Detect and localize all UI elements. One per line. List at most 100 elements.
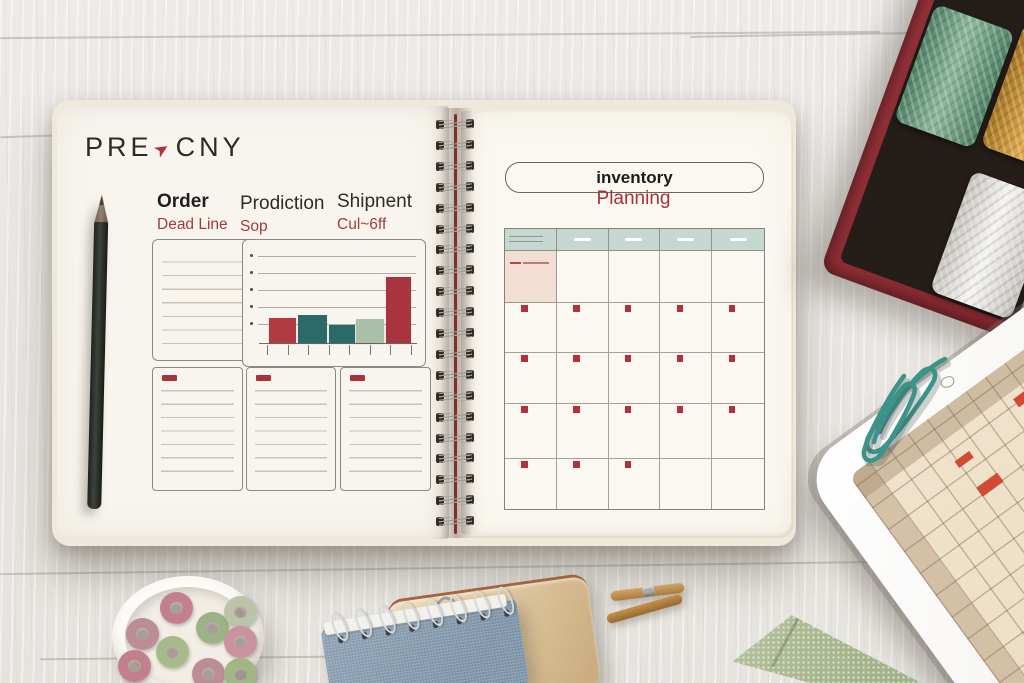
header-dash (573, 238, 591, 241)
calendar-red-mark (676, 406, 684, 413)
calendar-red-mark (573, 461, 580, 468)
calendar-cell (556, 353, 609, 404)
column-title: Shipnent (337, 191, 413, 212)
binding-loop (434, 119, 476, 131)
calendar-red-mark (521, 355, 528, 362)
binding-loop (434, 265, 476, 277)
binding-loop (434, 474, 476, 486)
note-box (246, 367, 336, 491)
column-subtitle: Cul~6ff (337, 216, 387, 233)
chart-baseline (259, 342, 417, 344)
calendar-cell (712, 251, 764, 303)
calendar-red-mark (624, 355, 632, 362)
axis-tick (390, 345, 392, 355)
header-tiny-text (509, 236, 543, 244)
binding-loop (434, 348, 476, 361)
binding-loop (434, 223, 476, 236)
header-dash (677, 238, 695, 241)
chart-bar (356, 319, 384, 343)
binding-loop (434, 181, 476, 194)
calendar-cell (712, 303, 764, 353)
screen-red-mark (1013, 383, 1024, 408)
binding-loop (434, 432, 476, 445)
binding-loop (434, 369, 476, 382)
calendar-cell (660, 303, 713, 353)
calendar-header-cell (712, 229, 764, 251)
column-title: Order (157, 191, 209, 212)
chart-bar (329, 325, 355, 343)
binding-loop (434, 160, 476, 173)
binding-loop (434, 202, 476, 215)
binding-loop (434, 390, 476, 403)
calendar-cell (609, 459, 661, 509)
ring-bead (160, 592, 193, 624)
calendar-cell (712, 404, 764, 459)
chart-bar (386, 277, 411, 343)
thread-spool-box (820, 0, 1024, 370)
gridline (258, 273, 416, 274)
gridline (258, 307, 416, 308)
ring-bead (196, 612, 229, 644)
logo-text-cny: CNY (175, 132, 245, 162)
column-header-production: Prodiction Sop (240, 193, 325, 236)
teal-paper-clips (861, 356, 951, 466)
axis-tick (369, 345, 371, 355)
ring-bead (192, 658, 225, 683)
axis-tick (410, 345, 412, 355)
calendar-cell (556, 404, 609, 459)
calendar-header-cell (505, 229, 557, 251)
pencil-lead (99, 195, 104, 205)
calendar-cell (660, 251, 713, 303)
clothespin-spring (641, 585, 656, 597)
calendar-cell (608, 404, 661, 459)
binding-loop (434, 516, 476, 528)
notebook-gutter-shadow (441, 108, 473, 538)
logo-arrow-icon: ➤ (149, 134, 177, 162)
ruled-lines (161, 378, 234, 484)
legend-tiny-text (523, 262, 549, 264)
ruled-lines (349, 378, 422, 484)
calendar-red-mark (728, 355, 736, 362)
gridline (258, 290, 416, 291)
legend-dash (510, 262, 521, 264)
calendar-cell (556, 251, 609, 303)
axis-tick (267, 345, 269, 355)
column-header-order: Order Dead Line (157, 191, 228, 234)
calendar-cell (660, 459, 713, 509)
calendar-red-mark (521, 305, 528, 312)
axis-tick (328, 345, 330, 355)
binding-loop (434, 244, 476, 256)
binding-loop (434, 453, 476, 465)
calendar-cell (505, 459, 557, 509)
axis-bullet (250, 288, 253, 291)
ruled-lines (255, 378, 327, 484)
binding-loop (434, 307, 476, 319)
binding-loop (434, 139, 476, 152)
brand-logo: PRE➤CNY (85, 132, 245, 163)
axis-tick (287, 345, 289, 355)
header-dash (729, 238, 747, 241)
calendar-red-mark (573, 305, 580, 312)
calendar-red-mark (573, 406, 580, 413)
calendar-cell (505, 404, 557, 459)
column-header-shipment: Shipnent Cul~6ff (337, 191, 412, 234)
green-fabric (732, 615, 924, 683)
ring-bead (224, 596, 257, 628)
axis-bullet (250, 305, 253, 308)
column-subtitle: Dead Line (157, 216, 228, 233)
gridline (258, 256, 416, 257)
calendar-highlight-cell (505, 251, 557, 303)
ring-bead (126, 618, 159, 650)
logo-text-pre: PRE (85, 132, 153, 162)
gridline (258, 324, 416, 325)
ring-bead (156, 636, 189, 668)
calendar-red-mark (624, 461, 632, 468)
calendar-cell (712, 459, 764, 509)
calendar-cell (556, 303, 609, 353)
axis-tick (308, 345, 310, 355)
binding-loop (434, 495, 476, 507)
calendar-red-mark (728, 406, 736, 413)
binding-loop (434, 328, 476, 340)
calendar-header-cell (556, 229, 609, 251)
